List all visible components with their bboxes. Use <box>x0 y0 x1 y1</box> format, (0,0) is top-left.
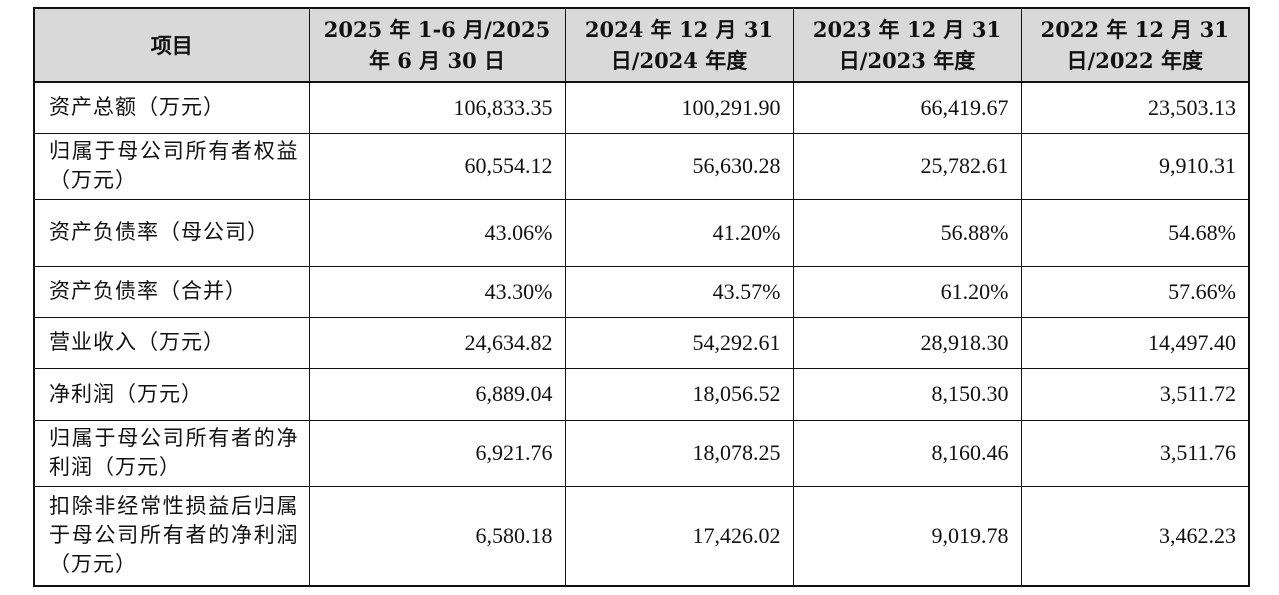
cell-value: 18,078.25 <box>564 419 794 487</box>
table-row: 净利润（万元） 6,889.04 18,056.52 8,150.30 3,51… <box>33 367 1250 421</box>
cell-value: 43.57% <box>564 265 794 318</box>
cell-value: 6,580.18 <box>308 485 566 587</box>
header-row: 项目 2025 年 1-6 月/2025 年 6 月 30 日 2024 年 1… <box>33 7 1250 83</box>
cell-value: 3,511.76 <box>1020 419 1250 487</box>
cell-value: 41.20% <box>564 198 794 267</box>
cell-value: 43.06% <box>308 198 566 267</box>
row-label: 资产负债率（母公司） <box>33 198 310 267</box>
table-row: 归属于母公司所有者权益（万元） 60,554.12 56,630.28 25,7… <box>33 132 1250 200</box>
cell-value: 61.20% <box>792 265 1022 318</box>
table-row: 资产总额（万元） 106,833.35 100,291.90 66,419.67… <box>33 81 1250 134</box>
cell-value: 25,782.61 <box>792 132 1022 200</box>
cell-value: 8,150.30 <box>792 367 1022 421</box>
cell-value: 14,497.40 <box>1020 316 1250 369</box>
cell-value: 54,292.61 <box>564 316 794 369</box>
cell-value: 24,634.82 <box>308 316 566 369</box>
cell-value: 6,921.76 <box>308 419 566 487</box>
row-label: 营业收入（万元） <box>33 316 310 369</box>
cell-value: 17,426.02 <box>564 485 794 587</box>
row-label: 归属于母公司所有者权益（万元） <box>33 132 310 200</box>
table-row: 扣除非经常性损益后归属于母公司所有者的净利润（万元） 6,580.18 17,4… <box>33 485 1250 587</box>
financial-data-table: 项目 2025 年 1-6 月/2025 年 6 月 30 日 2024 年 1… <box>33 7 1250 587</box>
row-label: 扣除非经常性损益后归属于母公司所有者的净利润（万元） <box>33 485 310 587</box>
cell-value: 28,918.30 <box>792 316 1022 369</box>
cell-value: 54.68% <box>1020 198 1250 267</box>
header-period-2024: 2024 年 12 月 31 日/2024 年度 <box>564 7 794 83</box>
cell-value: 106,833.35 <box>308 81 566 134</box>
cell-value: 9,019.78 <box>792 485 1022 587</box>
header-period-2022: 2022 年 12 月 31 日/2022 年度 <box>1020 7 1250 83</box>
cell-value: 3,511.72 <box>1020 367 1250 421</box>
cell-value: 23,503.13 <box>1020 81 1250 134</box>
row-label: 净利润（万元） <box>33 367 310 421</box>
header-item: 项目 <box>33 7 310 83</box>
cell-value: 56,630.28 <box>564 132 794 200</box>
cell-value: 8,160.46 <box>792 419 1022 487</box>
row-label: 资产总额（万元） <box>33 81 310 134</box>
cell-value: 57.66% <box>1020 265 1250 318</box>
row-label: 资产负债率（合并） <box>33 265 310 318</box>
header-period-2023: 2023 年 12 月 31 日/2023 年度 <box>792 7 1022 83</box>
cell-value: 18,056.52 <box>564 367 794 421</box>
table-row: 资产负债率（合并） 43.30% 43.57% 61.20% 57.66% <box>33 265 1250 318</box>
cell-value: 66,419.67 <box>792 81 1022 134</box>
table-row: 资产负债率（母公司） 43.06% 41.20% 56.88% 54.68% <box>33 198 1250 267</box>
cell-value: 56.88% <box>792 198 1022 267</box>
table-row: 归属于母公司所有者的净利润（万元） 6,921.76 18,078.25 8,1… <box>33 419 1250 487</box>
header-period-2025h1: 2025 年 1-6 月/2025 年 6 月 30 日 <box>308 7 566 83</box>
cell-value: 43.30% <box>308 265 566 318</box>
row-label: 归属于母公司所有者的净利润（万元） <box>33 419 310 487</box>
cell-value: 60,554.12 <box>308 132 566 200</box>
cell-value: 3,462.23 <box>1020 485 1250 587</box>
table-row: 营业收入（万元） 24,634.82 54,292.61 28,918.30 1… <box>33 316 1250 369</box>
cell-value: 100,291.90 <box>564 81 794 134</box>
cell-value: 6,889.04 <box>308 367 566 421</box>
cell-value: 9,910.31 <box>1020 132 1250 200</box>
